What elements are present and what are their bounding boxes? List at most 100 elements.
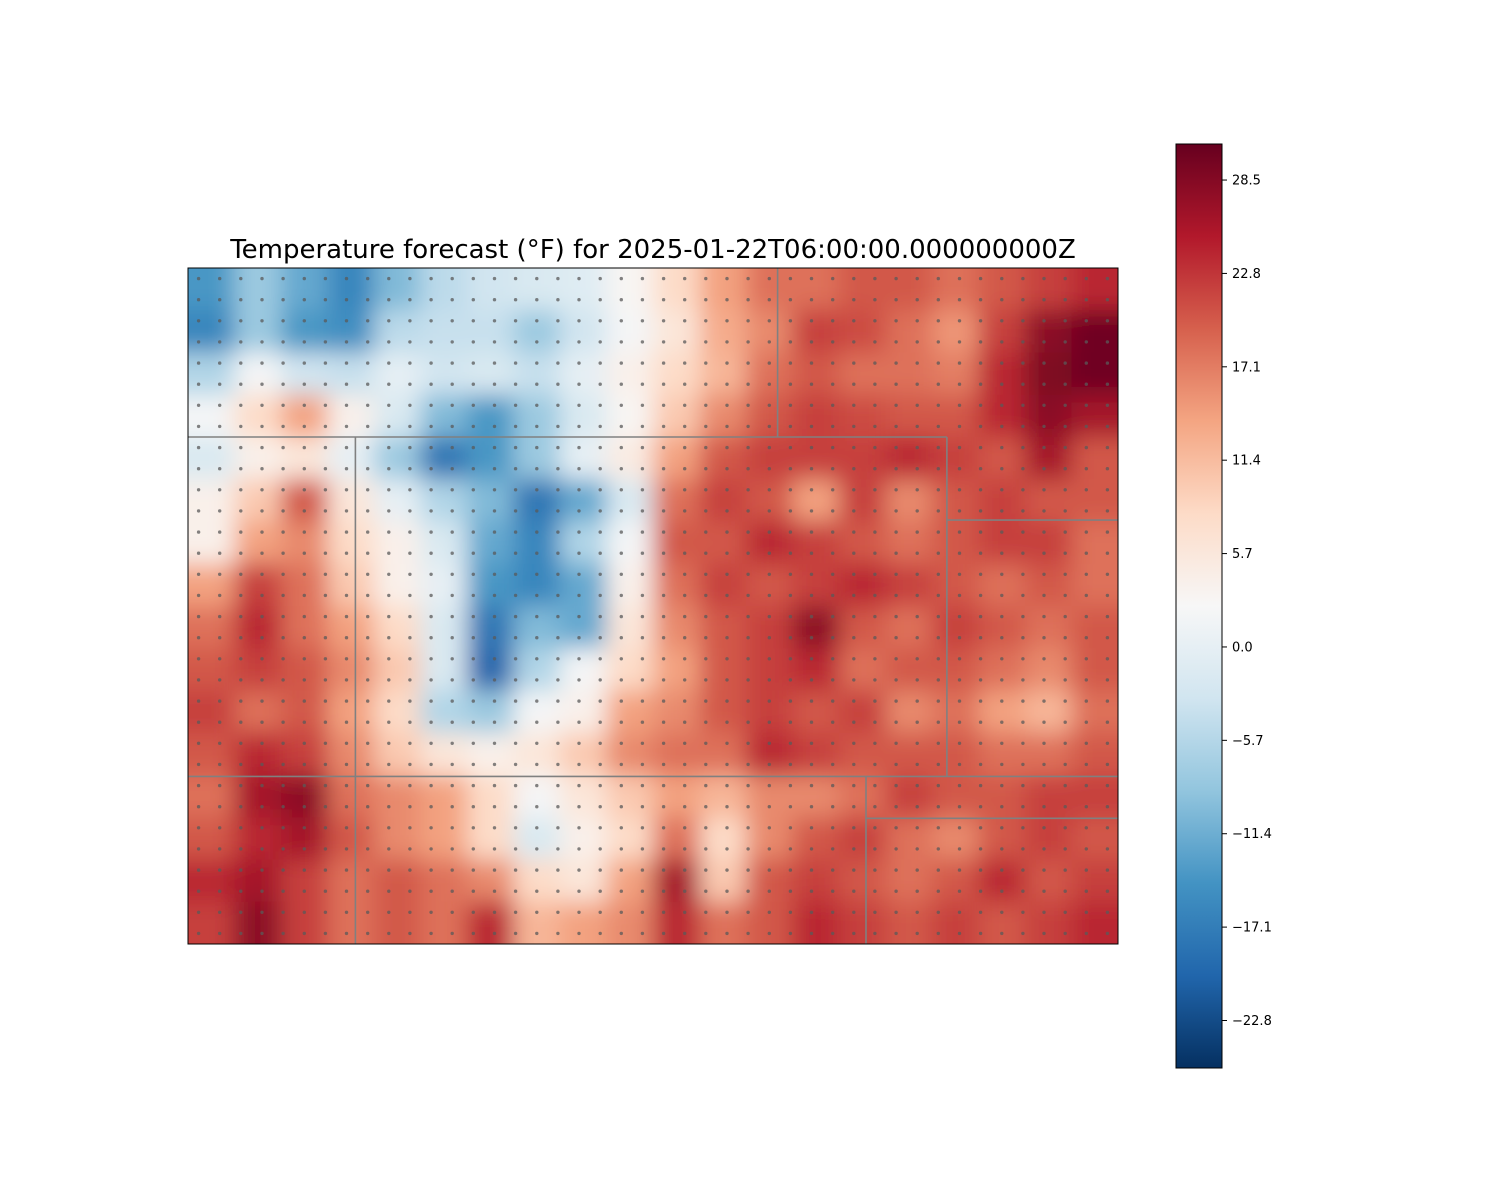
station-dot [978, 720, 983, 724]
station-dot [661, 678, 666, 682]
station-dot [598, 509, 602, 513]
station-dot [767, 572, 771, 576]
station-dot [957, 847, 962, 851]
station-dot [831, 340, 835, 344]
station-dot [302, 889, 306, 893]
station-dot [661, 657, 666, 661]
station-dot [619, 488, 623, 492]
station-dot [873, 488, 877, 492]
station-dot [513, 593, 518, 598]
heatmap-cell [1025, 563, 1073, 607]
station-dot [936, 467, 940, 471]
heatmap-cell [653, 732, 701, 776]
station-dot [239, 847, 243, 851]
heatmap-cell [792, 352, 840, 396]
station-dot [344, 340, 349, 344]
station-dot [598, 340, 602, 344]
station-dot [619, 572, 623, 576]
station-dot [1063, 424, 1067, 429]
station-dot [218, 614, 222, 619]
station-dot [218, 572, 222, 576]
station-dot [408, 868, 412, 872]
station-dot [1021, 678, 1025, 682]
station-dot [260, 826, 264, 830]
heatmap-cell [932, 732, 980, 776]
station-dot [598, 889, 602, 893]
station-dot [556, 593, 560, 598]
station-dot [1105, 783, 1110, 788]
station-dot [661, 551, 666, 555]
station-dot [535, 868, 539, 872]
station-dot [513, 509, 518, 513]
station-dot [704, 509, 708, 513]
station-dot [619, 340, 623, 344]
station-dot [366, 741, 370, 745]
heatmap-cell [1025, 479, 1073, 523]
heatmap-cell [746, 437, 794, 481]
station-dot [450, 805, 454, 809]
station-dot [450, 783, 454, 788]
heatmap-cell [746, 521, 794, 565]
station-dot [1105, 636, 1110, 640]
station-dot [915, 657, 919, 661]
station-dot [1042, 699, 1046, 703]
heatmap-cell [327, 268, 375, 312]
station-dot [767, 551, 771, 555]
station-dot [661, 805, 666, 809]
station-dot [809, 488, 814, 492]
station-dot [429, 614, 433, 619]
station-dot [577, 319, 581, 323]
station-dot [577, 931, 581, 936]
station-dot [556, 319, 560, 323]
station-dot [788, 403, 793, 407]
heatmap-cell [699, 563, 747, 607]
station-dot [831, 424, 835, 429]
station-dot [492, 783, 497, 788]
station-dot [1084, 361, 1089, 365]
station-dot [196, 826, 201, 830]
station-dot [619, 382, 623, 386]
station-dot [429, 340, 433, 344]
station-dot [852, 889, 856, 893]
station-dot [492, 445, 497, 450]
station-dot [746, 847, 750, 851]
station-dot [683, 424, 687, 429]
station-dot [450, 382, 454, 386]
station-dot [218, 445, 222, 450]
station-dot [1000, 910, 1004, 914]
station-dot [1021, 509, 1025, 513]
heatmap-cell [560, 563, 608, 607]
station-dot [344, 910, 349, 914]
station-dot [1105, 762, 1110, 767]
station-dot [302, 636, 306, 640]
station-dot [408, 403, 412, 407]
station-dot [429, 678, 433, 682]
station-dot [471, 699, 475, 703]
station-dot [809, 931, 814, 936]
station-dot [1021, 636, 1025, 640]
station-dot [260, 931, 264, 936]
station-dot [556, 467, 560, 471]
station-dot [492, 805, 497, 809]
station-dot [323, 931, 328, 936]
station-dot [492, 509, 497, 513]
station-dot [281, 530, 285, 534]
heatmap-cell [281, 268, 329, 312]
station-dot [640, 276, 645, 281]
station-dot [767, 403, 771, 407]
station-dot [302, 657, 306, 661]
station-dot [704, 699, 708, 703]
station-dot [387, 298, 391, 302]
station-dot [683, 868, 687, 872]
colorbar-tick-label: 0.0 [1232, 640, 1253, 655]
station-dot [894, 551, 898, 555]
heatmap-cell [281, 817, 329, 861]
station-dot [302, 488, 306, 492]
station-dot [366, 509, 370, 513]
station-dot [281, 868, 285, 872]
station-dot [619, 910, 623, 914]
station-dot [1084, 340, 1089, 344]
station-dot [513, 889, 518, 893]
station-dot [344, 551, 349, 555]
station-dot [344, 403, 349, 407]
